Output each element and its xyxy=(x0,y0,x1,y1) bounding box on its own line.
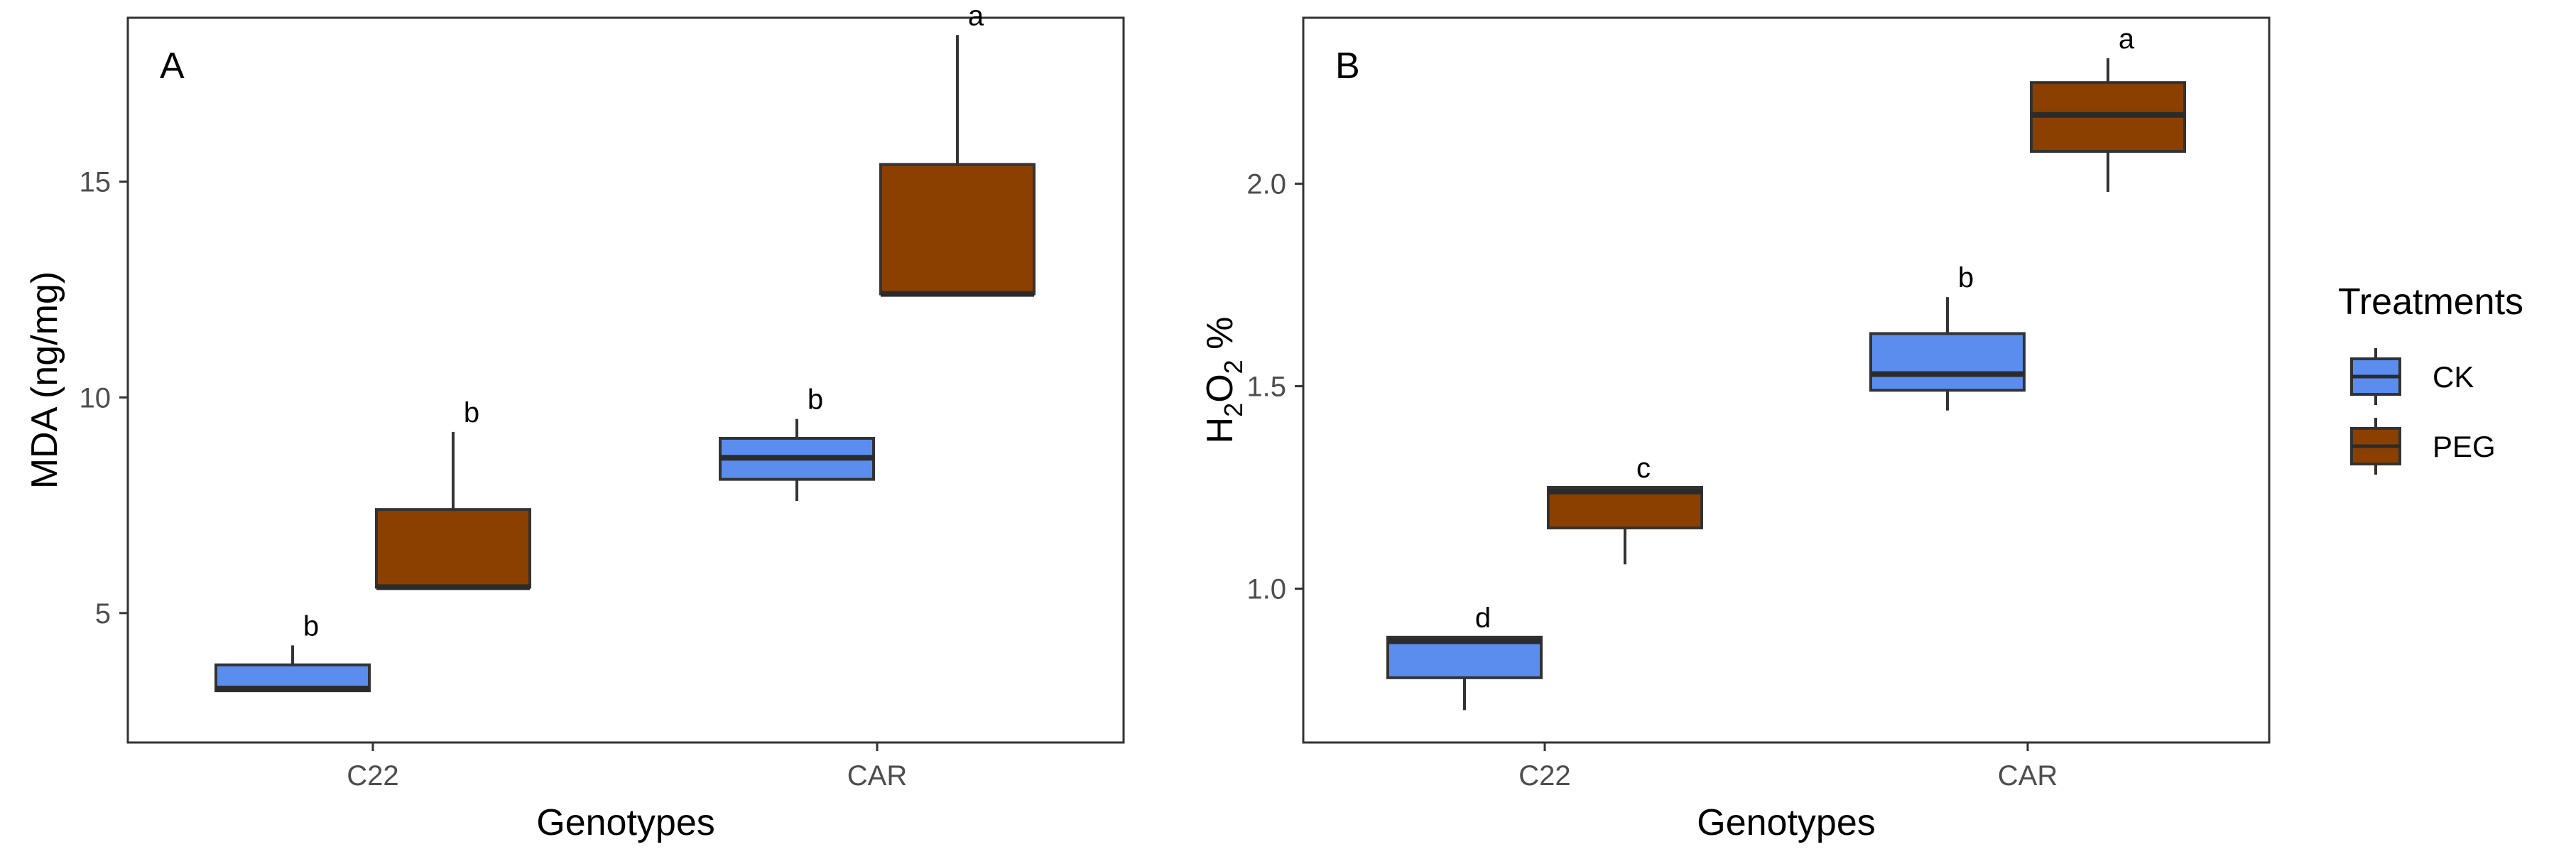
panel-b-marks: d b c a xyxy=(1386,23,2186,711)
panel-a-y-tick-label-5: 5 xyxy=(95,598,111,630)
panel-b-tag: B xyxy=(1335,45,1360,87)
panel-b-peg-car-significance-label: a xyxy=(2119,23,2135,55)
panel-b-ck-car-significance-label: b xyxy=(1958,262,1974,293)
panel-a-peg-car-significance-label: a xyxy=(968,0,984,31)
panel-a-marks: b b b a xyxy=(214,0,1036,693)
panel-b-ck-c22-significance-label: d xyxy=(1475,603,1491,634)
panel-a-y-tick-label-10: 10 xyxy=(80,382,112,414)
panel-a-x-tick-label-c22: C22 xyxy=(347,760,398,792)
panel-a: A b b b a 5 10 15 C22 CAR Genotypes MDA (ng/mg… xyxy=(24,0,1125,843)
panel-a-x-axis-title: Genotypes xyxy=(536,802,715,843)
legend: Treatments CK PEG xyxy=(2338,281,2523,475)
panel-b-y-tick-label-1.5: 1.5 xyxy=(1246,372,1286,403)
panel-b-y-tick-label-1.0: 1.0 xyxy=(1246,573,1286,605)
panel-a-ck-c22-significance-label: b xyxy=(303,610,319,642)
panel-b-x-ticks: C22 CAR xyxy=(1518,742,2058,792)
panel-b-x-tick-label-car: CAR xyxy=(1998,760,2058,792)
legend-title: Treatments xyxy=(2338,281,2523,323)
panel-a-x-tick-label-car: CAR xyxy=(847,760,907,792)
panel-b-y-ticks: 1.0 1.5 2.0 xyxy=(1246,169,1303,605)
panel-b-x-tick-label-c22: C22 xyxy=(1518,760,1570,792)
panel-b-y-tick-label-2.0: 2.0 xyxy=(1246,169,1286,200)
panel-b-peg-c22-significance-label: c xyxy=(1636,453,1651,484)
panel-a-y-tick-label-15: 15 xyxy=(80,167,112,198)
legend-label-peg: PEG xyxy=(2433,430,2496,463)
panel-a-y-axis-title: MDA (ng/mg) xyxy=(24,271,65,489)
panel-b-ck-car-box xyxy=(1869,332,2026,392)
panel-b-y-axis-title: H2O2 % xyxy=(1200,317,1248,444)
panel-b-x-axis-title: Genotypes xyxy=(1697,802,1876,843)
panel-a-border xyxy=(126,16,1125,744)
legend-keys xyxy=(2350,348,2401,475)
legend-label-ck: CK xyxy=(2433,360,2474,394)
panel-b: B d b c a 1.0 1.5 2.0 C22 CAR Genotypes H2O2 % xyxy=(1200,16,2271,843)
panel-a-y-ticks: 5 10 15 xyxy=(80,167,128,630)
panel-a-tag: A xyxy=(160,45,185,87)
panel-a-peg-c22-significance-label: b xyxy=(464,397,479,428)
panel-a-ck-car-significance-label: b xyxy=(808,384,823,416)
panel-a-peg-c22-box xyxy=(375,508,531,589)
panel-a-peg-car-box xyxy=(879,163,1036,296)
panel-a-x-ticks: C22 CAR xyxy=(347,742,907,792)
